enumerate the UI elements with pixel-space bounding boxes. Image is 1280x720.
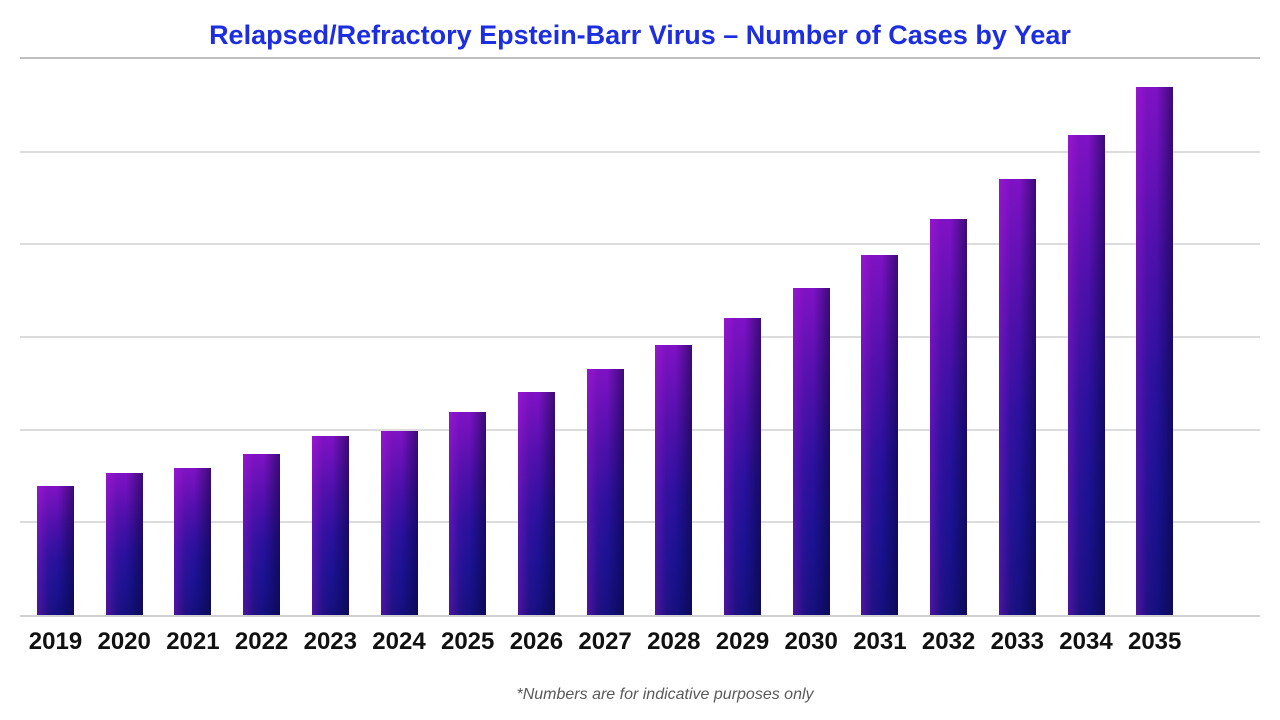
gridline [20,243,1260,246]
x-axis-label-2027: 2027 [578,628,632,655]
bar-2021 [174,468,212,615]
bar-2035 [1136,87,1174,615]
x-axis-label-2035: 2035 [1127,628,1182,655]
plot-area [20,57,1260,617]
x-axis-label-2019: 2019 [28,628,83,655]
bar-2025 [449,412,487,615]
bar-2026 [517,392,555,615]
bar-2022 [243,454,281,615]
bar-2023 [311,436,349,615]
x-axis-label-2023: 2023 [303,628,357,655]
x-axis-label-2024: 2024 [372,628,426,655]
gridline [20,150,1260,153]
bar-2019 [37,486,74,615]
bar-2029 [724,318,761,615]
bar-2028 [655,345,693,615]
bar-2034 [1067,135,1105,615]
bar-2024 [380,431,418,615]
x-axis-label-2026: 2026 [509,628,564,655]
x-axis-label-2030: 2030 [784,628,838,655]
bar-2030 [792,288,830,615]
bar-2027 [586,369,624,615]
x-axis-label-2033: 2033 [990,628,1044,655]
x-axis-label-2034: 2034 [1059,628,1113,655]
gridline [20,521,1260,524]
bar-2033 [998,179,1036,615]
gridline [20,428,1260,431]
footnote: *Numbers are for indicative purposes onl… [516,686,814,703]
bar-2032 [930,219,968,615]
bar-2020 [105,473,143,615]
gridline [20,336,1260,338]
chart-title: Relapsed/Refractory Epstein-Barr Virus –… [209,20,1071,50]
x-axis-label-2021: 2021 [166,628,220,655]
x-axis-label-2028: 2028 [647,628,701,655]
x-axis-label-2029: 2029 [715,628,770,655]
x-axis-label-2025: 2025 [440,628,495,655]
x-axis-label-2020: 2020 [97,628,151,655]
bar-2031 [861,255,899,615]
x-axis-label-2031: 2031 [853,628,907,655]
x-axis-labels: 2019 2020 2021 2022 2023 2024 2025 2026 2027 2028… [0,628,1280,658]
x-axis-label-2032: 2032 [921,628,976,655]
x-axis-label-2022: 2022 [234,628,289,655]
